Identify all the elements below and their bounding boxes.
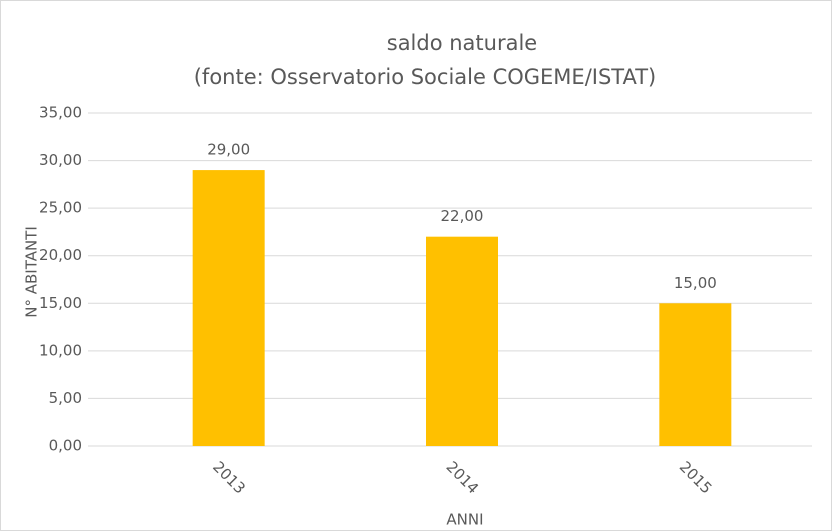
chart-title: saldo naturale: [387, 31, 537, 55]
y-tick-label: 30,00: [39, 151, 82, 169]
bar: [426, 236, 498, 446]
y-tick-label: 5,00: [49, 389, 82, 407]
data-label: 22,00: [441, 207, 484, 225]
y-tick-label: 25,00: [39, 199, 82, 217]
x-axis-label: ANNI: [446, 511, 483, 529]
data-label: 15,00: [674, 274, 717, 292]
y-tick-label: 15,00: [39, 294, 82, 312]
y-tick-label: 35,00: [39, 104, 82, 122]
y-tick-label: 10,00: [39, 341, 82, 359]
chart-subtitle: (fonte: Osservatorio Sociale COGEME/ISTA…: [194, 65, 657, 89]
bar: [659, 303, 732, 446]
y-tick-label: 20,00: [39, 246, 82, 264]
y-tick-label: 0,00: [49, 437, 82, 455]
y-axis-label: N° ABITANTI: [23, 226, 41, 318]
data-label: 29,00: [207, 141, 250, 159]
bar: [192, 170, 265, 447]
